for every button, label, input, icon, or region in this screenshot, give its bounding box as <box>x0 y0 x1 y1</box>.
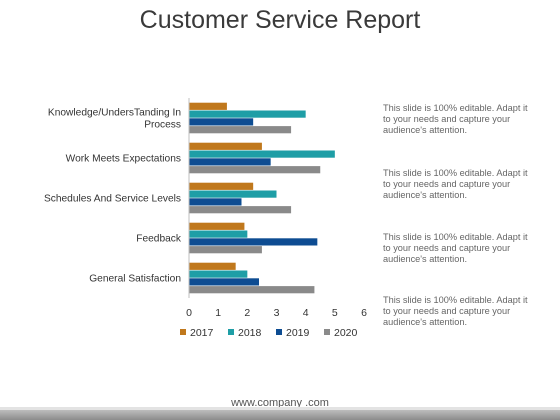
x-tick-label: 0 <box>186 307 192 319</box>
legend-label-2020: 2020 <box>334 327 358 339</box>
bar-5-2017 <box>189 262 236 270</box>
note-2: This slide is 100% editable. Adapt it to… <box>383 168 528 200</box>
footer-band <box>0 410 560 420</box>
bar-4-2018 <box>189 230 248 238</box>
x-tick-label: 1 <box>215 307 221 319</box>
x-tick-label: 3 <box>274 307 280 319</box>
legend-label-2018: 2018 <box>238 327 262 339</box>
bar-1-2019 <box>189 118 254 126</box>
bar-3-2020 <box>189 206 292 214</box>
bar-4-2019 <box>189 238 318 246</box>
legend-swatch-2020 <box>324 329 330 335</box>
page-title: Customer Service Report <box>139 6 421 34</box>
legend-swatch-2019 <box>276 329 282 335</box>
bar-3-2019 <box>189 198 242 206</box>
bar-5-2018 <box>189 270 248 278</box>
legend-swatch-2018 <box>228 329 234 335</box>
bar-4-2017 <box>189 222 245 230</box>
x-tick-label: 4 <box>303 307 309 319</box>
note-1: This slide is 100% editable. Adapt it to… <box>383 103 528 135</box>
legend-label-2017: 2017 <box>190 327 214 339</box>
bar-1-2018 <box>189 110 306 118</box>
x-tick-label: 5 <box>332 307 338 319</box>
bar-5-2020 <box>189 286 315 294</box>
bar-2-2018 <box>189 150 335 158</box>
bar-2-2019 <box>189 158 271 166</box>
bar-5-2019 <box>189 278 259 286</box>
bar-3-2018 <box>189 190 277 198</box>
bar-1-2017 <box>189 102 227 110</box>
footer-url: www.company .com <box>231 397 329 409</box>
category-label: Feedback <box>136 234 182 245</box>
bar-4-2020 <box>189 246 262 254</box>
bar-2-2020 <box>189 166 321 174</box>
note-3: This slide is 100% editable. Adapt it to… <box>383 232 528 264</box>
category-label: Work Meets Expectations <box>66 154 181 165</box>
legend-swatch-2017 <box>180 329 186 335</box>
x-tick-label: 6 <box>361 307 367 319</box>
x-tick-label: 2 <box>244 307 250 319</box>
bar-3-2017 <box>189 182 254 190</box>
bar-2-2017 <box>189 142 262 150</box>
category-label: Knowledge/UndersTanding In Process <box>48 108 181 131</box>
footer-band-light <box>0 407 560 410</box>
category-label: Schedules And Service Levels <box>44 194 181 205</box>
note-4: This slide is 100% editable. Adapt it to… <box>383 295 528 327</box>
legend-label-2019: 2019 <box>286 327 310 339</box>
bar-1-2020 <box>189 126 292 134</box>
category-label: General Satisfaction <box>89 274 181 285</box>
